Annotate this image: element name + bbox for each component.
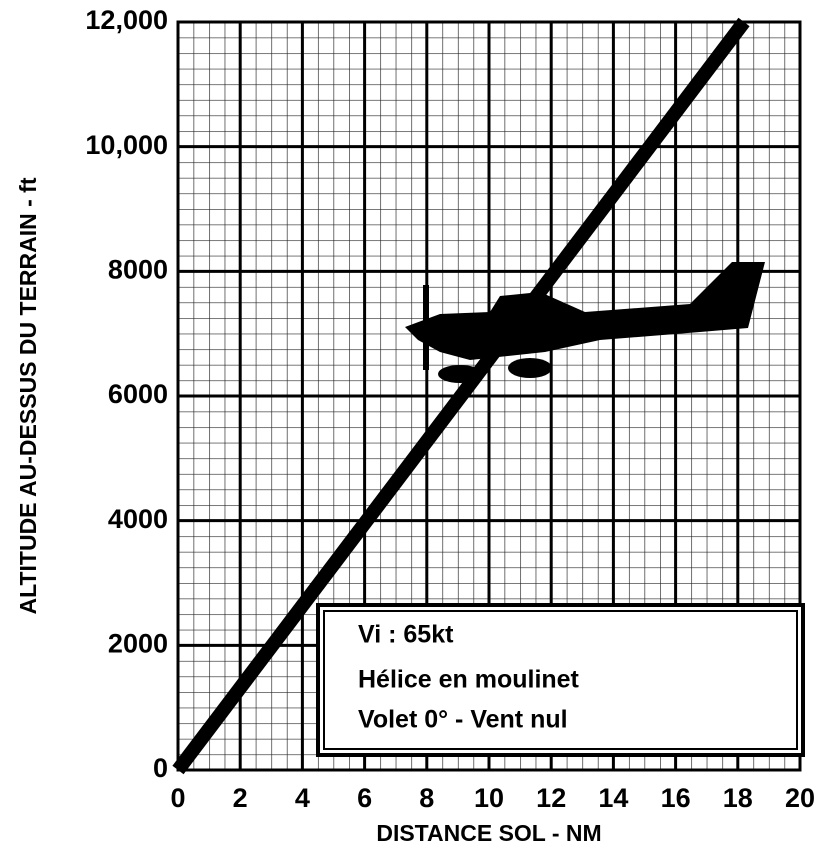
y-tick-label: 2000 [108,628,168,658]
x-tick-label: 4 [295,783,310,813]
x-tick-label: 18 [723,783,753,813]
x-tick-label: 12 [536,783,566,813]
y-tick-label: 12,000 [85,5,168,35]
x-tick-label: 20 [785,783,815,813]
y-tick-label: 10,000 [85,130,168,160]
y-tick-label: 8000 [108,254,168,284]
x-tick-label: 14 [598,783,628,813]
x-axis-title: DISTANCE SOL - NM [376,820,601,846]
y-tick-label: 0 [153,753,168,783]
y-axis-title: ALTITUDE AU-DESSUS DU TERRAIN - ft [15,177,41,614]
x-tick-label: 6 [357,783,372,813]
annotation: Vi : 65kt [358,621,454,649]
annotation: Hélice en moulinet [358,666,580,694]
annotation-box: Vi : 65kt Hélice en moulinet Volet 0° - … [318,605,803,755]
x-tick-label: 16 [661,783,691,813]
chart: Vi : 65kt Hélice en moulinet Volet 0° - … [0,0,823,852]
y-tick-label: 4000 [108,504,168,534]
x-tick-label: 2 [233,783,248,813]
y-tick-label: 6000 [108,379,168,409]
x-tick-label: 0 [170,783,185,813]
annotation: Volet 0° - Vent nul [358,706,568,734]
x-tick-label: 8 [419,783,434,813]
x-tick-label: 10 [474,783,504,813]
